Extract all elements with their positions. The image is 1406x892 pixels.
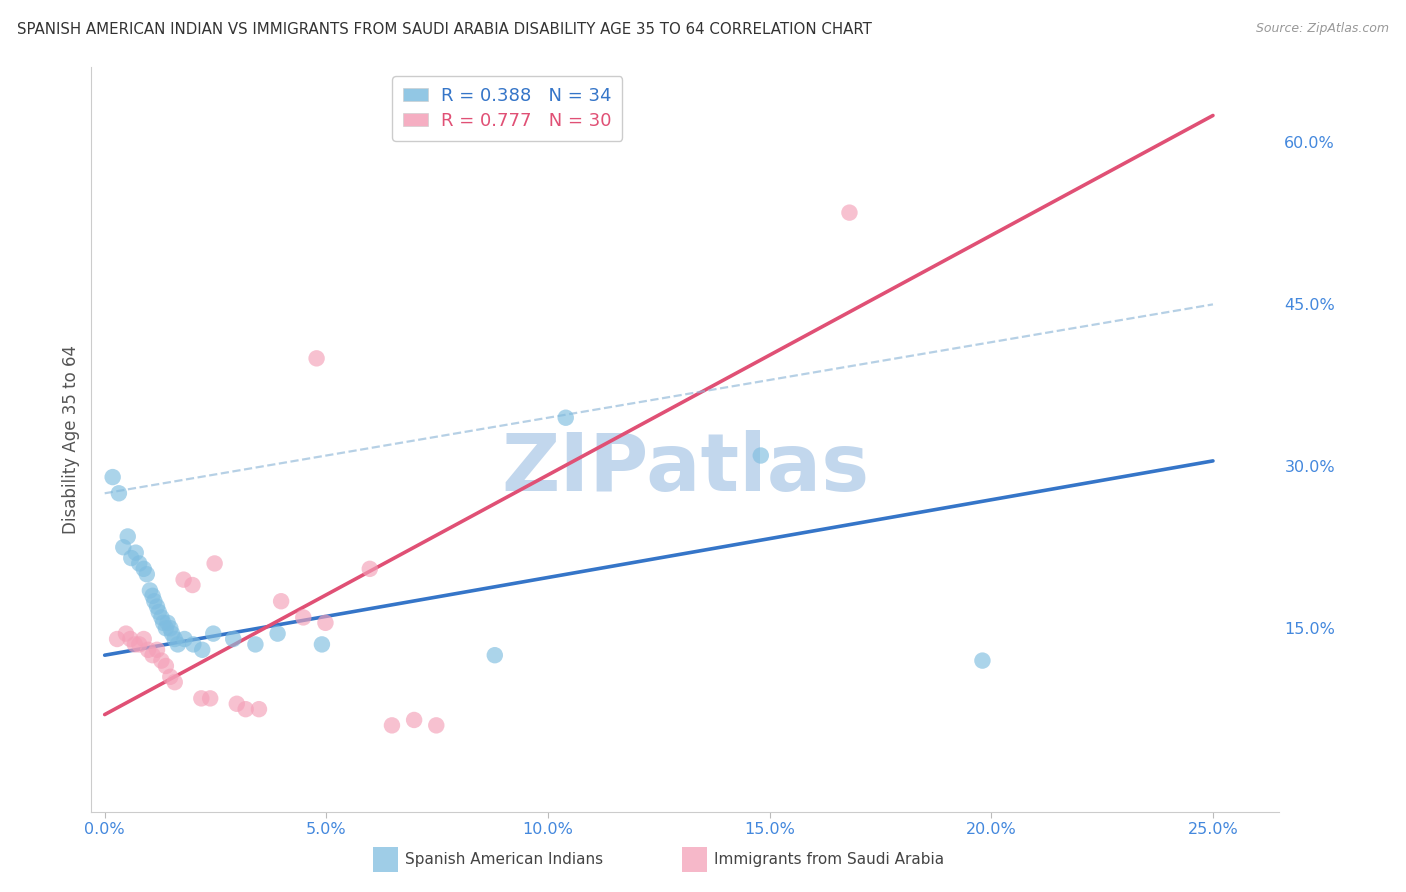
Point	[143, 594, 166, 608]
Point	[222, 632, 245, 646]
Point	[160, 626, 183, 640]
Point	[359, 562, 381, 576]
Point	[202, 626, 225, 640]
Text: Spanish American Indians: Spanish American Indians	[405, 853, 603, 867]
Point	[142, 589, 165, 603]
Point	[198, 691, 221, 706]
Point	[245, 637, 267, 651]
Point	[314, 615, 336, 630]
Point	[150, 654, 173, 668]
Point	[554, 410, 576, 425]
Point	[139, 583, 162, 598]
Point	[124, 637, 146, 651]
Point	[120, 632, 142, 646]
Point	[128, 557, 150, 571]
Point	[404, 713, 426, 727]
Point	[191, 642, 214, 657]
Point	[132, 632, 155, 646]
Point	[972, 654, 994, 668]
Point	[108, 486, 131, 500]
Point	[105, 632, 128, 646]
Legend: R = 0.388   N = 34, R = 0.777   N = 30: R = 0.388 N = 34, R = 0.777 N = 30	[392, 76, 623, 141]
Y-axis label: Disability Age 35 to 64: Disability Age 35 to 64	[62, 345, 80, 533]
Point	[190, 691, 212, 706]
Point	[163, 632, 186, 646]
Point	[292, 610, 315, 624]
Point	[166, 637, 188, 651]
Point	[132, 562, 155, 576]
Point	[156, 615, 179, 630]
Text: Immigrants from Saudi Arabia: Immigrants from Saudi Arabia	[714, 853, 945, 867]
Point	[146, 599, 169, 614]
Point	[155, 659, 177, 673]
Point	[115, 626, 138, 640]
Point	[381, 718, 404, 732]
Point	[247, 702, 270, 716]
Point	[838, 205, 860, 219]
Point	[270, 594, 292, 608]
Point	[128, 637, 150, 651]
Point	[305, 351, 328, 366]
Point	[146, 642, 169, 657]
Point	[148, 605, 170, 619]
Point	[136, 642, 159, 657]
Point	[155, 621, 177, 635]
Text: ZIPatlas: ZIPatlas	[502, 430, 869, 508]
Text: Source: ZipAtlas.com: Source: ZipAtlas.com	[1256, 22, 1389, 36]
Point	[159, 670, 181, 684]
Text: SPANISH AMERICAN INDIAN VS IMMIGRANTS FROM SAUDI ARABIA DISABILITY AGE 35 TO 64 : SPANISH AMERICAN INDIAN VS IMMIGRANTS FR…	[17, 22, 872, 37]
Point	[142, 648, 165, 663]
Point	[173, 632, 195, 646]
Point	[135, 567, 157, 582]
Point	[120, 551, 142, 566]
Point	[183, 637, 205, 651]
Point	[152, 615, 174, 630]
Point	[117, 529, 139, 543]
Point	[163, 675, 186, 690]
Point	[159, 621, 181, 635]
Point	[235, 702, 257, 716]
Point	[181, 578, 204, 592]
Point	[204, 557, 226, 571]
Point	[150, 610, 173, 624]
Point	[112, 541, 135, 555]
Point	[484, 648, 506, 663]
Point	[266, 626, 288, 640]
Point	[749, 449, 772, 463]
Point	[101, 470, 124, 484]
Point	[225, 697, 247, 711]
Point	[173, 573, 195, 587]
Point	[311, 637, 333, 651]
Point	[125, 546, 148, 560]
Point	[425, 718, 447, 732]
